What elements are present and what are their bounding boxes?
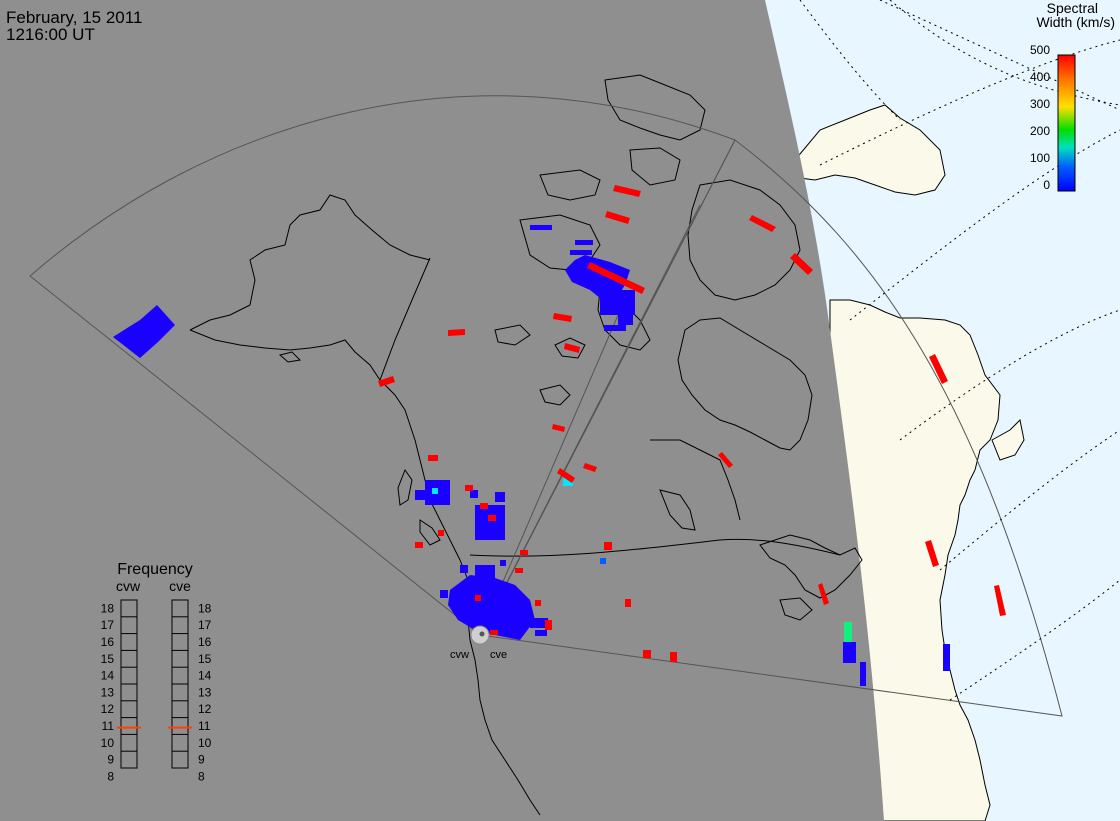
frequency-tick-label-right: 17 xyxy=(198,618,212,632)
echoes-mid xyxy=(432,478,852,642)
echoes-blue xyxy=(113,225,950,686)
radar-fov xyxy=(29,95,1063,717)
colorbar-tick-label: 0 xyxy=(1043,178,1050,192)
frequency-tick-label-left: 8 xyxy=(107,769,114,783)
frequency-tick-label-right: 13 xyxy=(198,685,212,699)
colorbar-title-line1: Spectral xyxy=(1047,0,1098,16)
time-label: 1216:00 UT xyxy=(6,25,95,44)
greenland xyxy=(794,104,946,196)
colorbar-tick-label: 500 xyxy=(1030,43,1050,57)
frequency-tick-label-right: 15 xyxy=(198,652,212,666)
colorbar-legend: Spectral Width (km/s) 500 400 300 200 100 0 xyxy=(1030,0,1115,192)
timestamp-header: February, 15 2011 1216:00 UT xyxy=(6,9,142,43)
colorbar-title-line2: Width (km/s) xyxy=(1036,14,1115,30)
colorbar-gradient xyxy=(1057,54,1076,192)
radar-site-dot xyxy=(479,631,485,637)
frequency-title: Frequency xyxy=(117,561,193,578)
frequency-tick-label-left: 10 xyxy=(101,736,115,750)
frequency-tick-label-left: 17 xyxy=(101,618,115,632)
frequency-panel: Frequency cvw cve 18 18 17 17 16 16 15 15 14 14 13… xyxy=(101,561,212,783)
frequency-tick-label-right: 11 xyxy=(198,719,211,733)
colorbar-tick-label: 100 xyxy=(1030,151,1050,165)
frequency-tick-label-left: 11 xyxy=(102,719,115,733)
nova-scotia xyxy=(991,418,1025,461)
frequency-tick-label-right: 16 xyxy=(198,635,212,649)
frequency-tick-label-right: 18 xyxy=(198,601,212,615)
night-side xyxy=(0,0,884,821)
frequency-ticks: 18 18 17 17 16 16 15 15 14 14 13 13 12 12 11 11 10 10 9 9 8 8 xyxy=(101,601,212,783)
frequency-tick-label-left: 13 xyxy=(101,685,115,699)
colorbar-tick-label: 200 xyxy=(1030,124,1050,138)
radar-sites: cvw cve xyxy=(450,625,507,661)
frequency-tick-label-left: 18 xyxy=(101,601,115,615)
frequency-radar-left: cvw xyxy=(116,578,141,594)
frequency-tick-label-left: 15 xyxy=(101,652,115,666)
date-label: February, 15 2011 xyxy=(6,8,143,27)
frequency-tick-label-right: 12 xyxy=(198,702,212,716)
echoes-red xyxy=(378,185,1006,662)
colorbar-ticks: 500 400 300 200 100 0 xyxy=(1030,43,1050,192)
colorbar-tick-label: 400 xyxy=(1030,70,1050,84)
frequency-radar-right: cve xyxy=(169,578,191,594)
latitude-lines xyxy=(799,0,1120,701)
frequency-tick-label-left: 12 xyxy=(101,702,115,716)
frequency-tick-label-left: 14 xyxy=(101,669,115,683)
frequency-tick-label-right: 10 xyxy=(198,736,212,750)
frequency-tick-label-right: 8 xyxy=(198,769,205,783)
political-boundaries xyxy=(379,257,841,557)
frequency-tick-label-right: 9 xyxy=(198,753,205,767)
radar-label-east: cve xyxy=(490,649,507,661)
frequency-tick-label-left: 9 xyxy=(107,753,114,767)
colorbar-tick-label: 300 xyxy=(1030,97,1050,111)
frequency-tick-label-left: 16 xyxy=(101,635,115,649)
frequency-tick-label-right: 14 xyxy=(198,669,212,683)
radar-label-west: cvw xyxy=(450,649,469,661)
